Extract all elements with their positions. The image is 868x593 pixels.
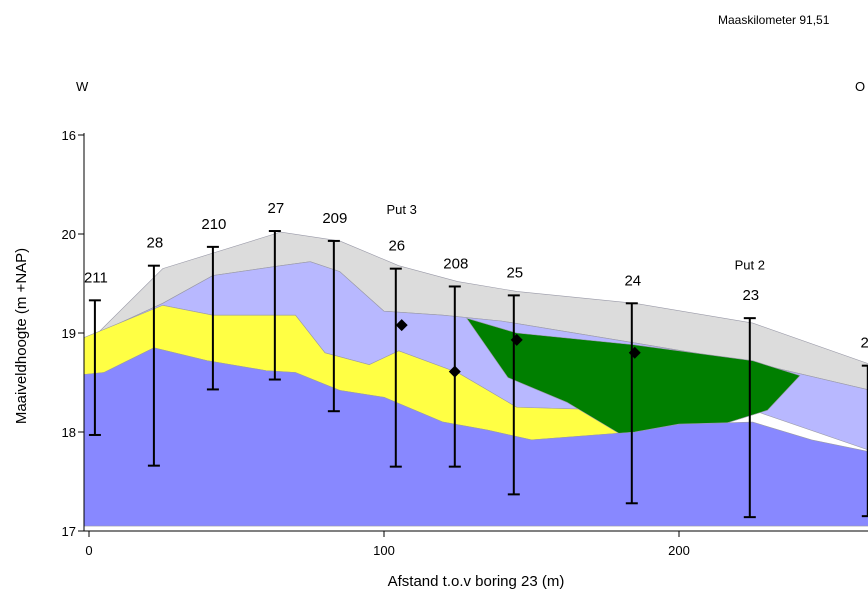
annotation-label: Put 2 bbox=[735, 258, 765, 273]
boring-label: 26 bbox=[388, 238, 405, 255]
axes: 17 18 19 20 16 0 100 200 bbox=[62, 128, 868, 558]
boring-label: 23 bbox=[742, 287, 759, 304]
layer-green bbox=[465, 317, 801, 435]
x-tick-label: 100 bbox=[373, 543, 395, 558]
diamond-marker bbox=[510, 333, 523, 346]
layer-blue bbox=[84, 347, 868, 527]
boring-label: 22 bbox=[860, 335, 868, 352]
diamond-marker bbox=[448, 365, 461, 378]
y-tick-label: 18 bbox=[62, 425, 76, 440]
boring-label: 210 bbox=[201, 216, 226, 233]
boring-label: 24 bbox=[624, 272, 641, 289]
boring-label: 27 bbox=[268, 200, 285, 217]
chart-title: Maaskilometer 91,51 bbox=[718, 13, 830, 27]
y-tick-label: 17 bbox=[62, 524, 76, 539]
soil-layers bbox=[84, 231, 868, 527]
labels: 211 28 210 27 209 26 208 25 24 23 22 Put 3 Put 2 bbox=[84, 200, 868, 352]
diamond-marker bbox=[395, 319, 408, 332]
y-tick-label: 19 bbox=[62, 326, 76, 341]
boring-label: 28 bbox=[147, 235, 164, 252]
corner-label-west: W bbox=[76, 79, 89, 94]
markers bbox=[395, 319, 641, 378]
boring-label: 211 bbox=[84, 269, 108, 286]
diamond-marker bbox=[628, 346, 641, 359]
x-axis-label: Afstand t.o.v boring 23 (m) bbox=[388, 573, 565, 590]
y-axis-label: Maaiveldhoogte (m +NAP) bbox=[13, 248, 30, 424]
y-tick-label: 16 bbox=[62, 128, 76, 143]
annotation-label: Put 3 bbox=[387, 202, 417, 217]
y-tick-label: 20 bbox=[62, 227, 76, 242]
corner-label-east: O bbox=[855, 79, 865, 94]
x-tick-label: 200 bbox=[668, 543, 690, 558]
boring-label: 25 bbox=[506, 264, 523, 281]
boring-label: 208 bbox=[443, 255, 468, 272]
x-tick-label: 0 bbox=[85, 543, 92, 558]
boring-label: 209 bbox=[322, 210, 347, 227]
